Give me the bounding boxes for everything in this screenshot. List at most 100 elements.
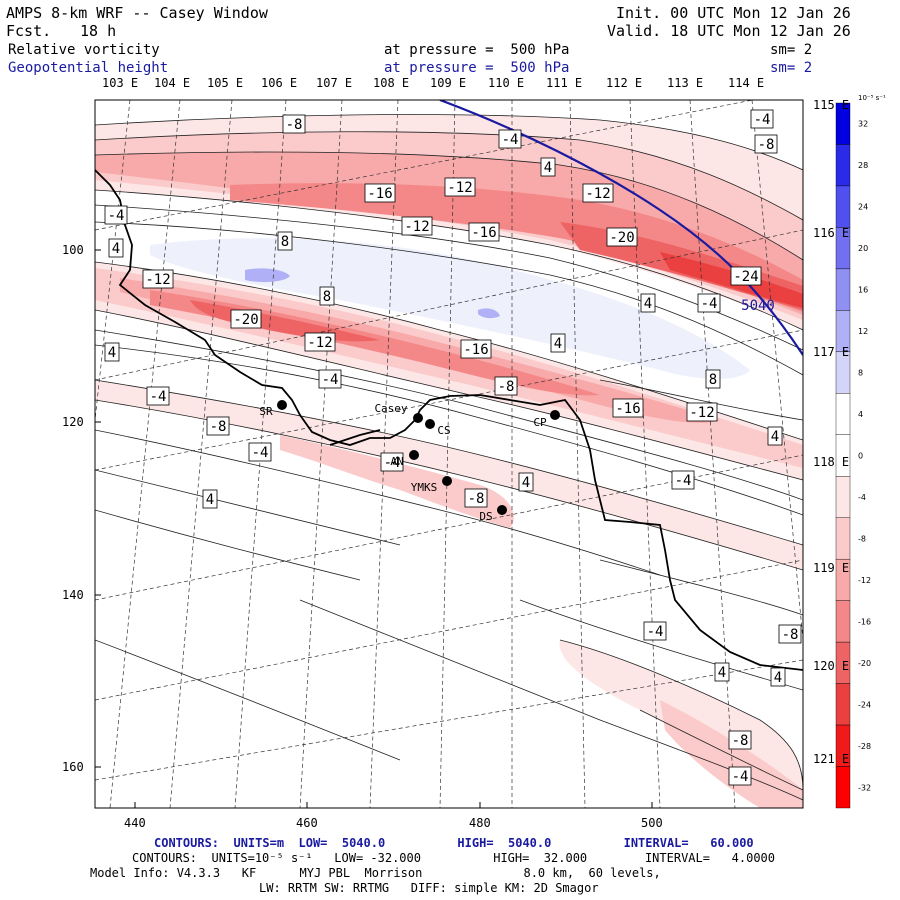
colorbar-swatch bbox=[835, 268, 851, 311]
y-tick-label: 140 bbox=[62, 588, 84, 602]
contour-label: -8 bbox=[732, 733, 749, 749]
station-marker bbox=[413, 413, 423, 423]
colorbar-level-label: 32 bbox=[858, 120, 868, 129]
y-tick-label: 160 bbox=[62, 760, 84, 774]
colorbar-level-label: -20 bbox=[858, 659, 871, 668]
contour-label: -4 bbox=[675, 473, 692, 489]
colorbar-level-label: 20 bbox=[858, 244, 868, 253]
lon-label-right: 120 E bbox=[813, 659, 850, 673]
contour-label: 4 bbox=[771, 429, 779, 445]
contour-label-box bbox=[104, 342, 120, 362]
lon-label-right: 117 E bbox=[813, 345, 850, 359]
contour-label-box bbox=[730, 266, 762, 286]
contour-label: -4 bbox=[384, 455, 401, 471]
contour-label: -4 bbox=[150, 389, 167, 405]
contour-label-box bbox=[319, 286, 335, 306]
contour-label-box bbox=[401, 216, 433, 236]
contour-label: -24 bbox=[733, 269, 758, 285]
contour-label: -12 bbox=[145, 272, 170, 288]
lon-label-top: 106 E bbox=[261, 76, 298, 90]
y-tick-label: 100 bbox=[62, 243, 84, 257]
colorbar-swatch bbox=[835, 393, 851, 435]
contour-label-box bbox=[705, 369, 721, 389]
contour-label-box bbox=[640, 293, 656, 313]
contour-label: -16 bbox=[463, 342, 488, 358]
contour-label-box bbox=[643, 621, 667, 641]
contour-label-box bbox=[444, 177, 476, 197]
colorbar-level-label: -12 bbox=[858, 576, 871, 585]
lon-label-top: 107 E bbox=[316, 76, 353, 90]
field-2-pressure: at pressure = 500 hPa bbox=[384, 60, 570, 76]
x-tick-label: 440 bbox=[124, 816, 146, 830]
contour-label: 4 bbox=[544, 160, 552, 176]
contour-label-box bbox=[778, 624, 802, 644]
station-marker bbox=[497, 505, 507, 515]
lon-label-top: 110 E bbox=[488, 76, 525, 90]
valid-time: Valid. 18 UTC Mon 12 Jan 26 bbox=[607, 22, 851, 40]
station-label: YMKS bbox=[411, 481, 438, 494]
contour-label-box bbox=[146, 386, 170, 406]
colorbar-level-label: 28 bbox=[858, 161, 868, 170]
colorbar-swatch bbox=[835, 476, 851, 518]
contour-label-box bbox=[767, 426, 783, 446]
contour-label: -8 bbox=[286, 117, 303, 133]
contour-label-box bbox=[540, 157, 556, 177]
lon-label-top: 109 E bbox=[430, 76, 467, 90]
lon-label-right: 121 E bbox=[813, 752, 850, 766]
contour-label-box bbox=[468, 222, 500, 242]
colorbar-swatch bbox=[835, 683, 851, 726]
contour-label: -4 bbox=[701, 296, 718, 312]
lon-label-top: 111 E bbox=[546, 76, 583, 90]
vorticity-band-fill bbox=[150, 238, 750, 379]
contour-label: -20 bbox=[233, 312, 258, 328]
colorbar-level-label: 16 bbox=[858, 286, 868, 295]
station-marker bbox=[442, 476, 452, 486]
contour-label: -4 bbox=[252, 445, 269, 461]
stations: SR Casey CS CP AN YMKS DS bbox=[259, 400, 560, 523]
vorticity-band-fill bbox=[230, 183, 803, 312]
contour-label: 4 bbox=[206, 492, 214, 508]
lon-label-right: 115 E bbox=[813, 98, 850, 112]
contour-label-box bbox=[728, 730, 752, 750]
contour-label-box bbox=[304, 332, 336, 352]
contour-label-box bbox=[770, 667, 786, 687]
colorbar-swatch bbox=[835, 517, 851, 560]
colorbar-level-label: 24 bbox=[858, 203, 868, 212]
contour-label: 4 bbox=[644, 296, 652, 312]
contour-label: -4 bbox=[502, 132, 519, 148]
contour-label-box bbox=[714, 662, 730, 682]
contour-label-box bbox=[518, 472, 534, 492]
colorbar-swatch bbox=[835, 185, 851, 228]
field-1-smoothing: sm= 2 bbox=[770, 42, 813, 58]
colorbar-level-label: -32 bbox=[858, 783, 871, 792]
colorbar-unit: 10⁻⁵ s⁻¹ bbox=[858, 94, 886, 102]
vorticity-shading bbox=[95, 100, 803, 808]
contour-label: 8 bbox=[709, 372, 717, 388]
contour-label: -12 bbox=[585, 186, 610, 202]
contour-label-box bbox=[277, 231, 293, 251]
footer-vorticity-contours: CONTOURS: UNITS=10⁻⁵ s⁻¹ LOW= -32.000 HI… bbox=[132, 851, 775, 865]
contour-label-box bbox=[380, 452, 404, 472]
colorbar-swatch bbox=[835, 144, 851, 187]
contour-label-box bbox=[494, 376, 518, 396]
vorticity-band-fill bbox=[245, 268, 290, 283]
x-tick-label: 480 bbox=[469, 816, 491, 830]
footer-model-info: Model Info: V4.3.3 KF MYJ PBL Morrison 8… bbox=[90, 866, 661, 880]
colorbar-level-label: -24 bbox=[858, 700, 871, 709]
lon-label-top: 112 E bbox=[606, 76, 643, 90]
station-marker bbox=[425, 419, 435, 429]
contour-label-box bbox=[202, 489, 218, 509]
contour-label: -16 bbox=[471, 225, 496, 241]
vorticity-band-fill bbox=[478, 308, 500, 319]
lon-label-top: 104 E bbox=[154, 76, 191, 90]
contour-label: 4 bbox=[718, 665, 726, 681]
contour-label-box bbox=[248, 442, 272, 462]
field-1-pressure: at pressure = 500 hPa bbox=[384, 42, 570, 58]
colorbar-swatch bbox=[835, 600, 851, 643]
contour-label: -8 bbox=[782, 627, 799, 643]
lon-label-top: 114 E bbox=[728, 76, 765, 90]
contour-label-box bbox=[460, 339, 492, 359]
contour-label: 8 bbox=[323, 289, 331, 305]
contour-label-box bbox=[606, 227, 638, 247]
contour-label: -12 bbox=[404, 219, 429, 235]
